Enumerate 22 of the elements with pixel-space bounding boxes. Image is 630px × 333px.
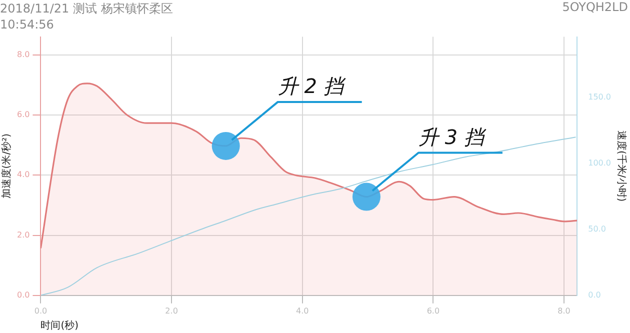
chart-title: 2018/11/21 测试 杨宋镇怀柔区 (0, 1, 173, 16)
x-axis-title: 时间(秒) (40, 320, 79, 332)
y2-axis-title: 速度(千米/小时) (615, 130, 628, 202)
annotation: 升 2 挡 (278, 74, 346, 98)
y-tick-label: 4.0 (16, 170, 30, 180)
x-tick-label: 0.0 (34, 306, 48, 316)
y-tick-label: 0.0 (16, 290, 30, 300)
text: 5OYQH2LD (562, 0, 628, 14)
x-tick-label: 4.0 (296, 306, 309, 316)
chart-subtitle: 10:54:56 (0, 18, 54, 32)
y-tick-label: 8.0 (16, 50, 30, 59)
y2-tick-label: 50.0 (588, 224, 606, 234)
y-tick-label: 6.0 (16, 110, 30, 120)
y2-tick-label: 100.0 (588, 158, 612, 168)
x-tick-label: 6.0 (426, 306, 440, 316)
y-tick-label: 2.0 (16, 230, 30, 240)
x-tick-label: 2.0 (165, 306, 178, 316)
annotation: 升 3 挡 (418, 124, 487, 149)
y2-tick-label: 150.0 (588, 92, 612, 102)
x-tick-label: 8.0 (558, 306, 570, 316)
y-axis-title: 加速度(米/秒²) (0, 133, 13, 199)
y2-tick-label: 0.0 (588, 290, 601, 300)
